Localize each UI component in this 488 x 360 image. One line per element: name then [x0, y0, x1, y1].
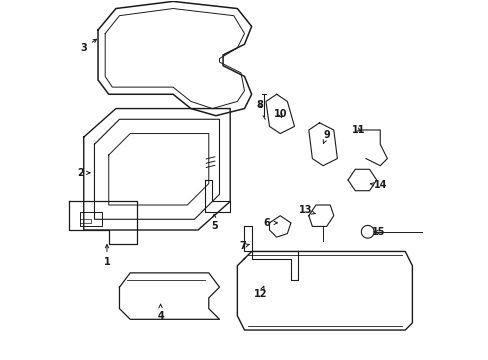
- Text: 9: 9: [323, 130, 329, 143]
- Text: 15: 15: [371, 227, 385, 237]
- Text: 1: 1: [103, 244, 110, 267]
- Text: 4: 4: [157, 304, 163, 321]
- Text: 13: 13: [298, 205, 314, 215]
- Text: 11: 11: [351, 125, 365, 135]
- Text: 7: 7: [239, 241, 248, 251]
- Text: 2: 2: [77, 168, 90, 178]
- Text: 12: 12: [253, 286, 267, 299]
- Text: 10: 10: [273, 109, 286, 119]
- Text: 8: 8: [256, 100, 263, 110]
- Text: 14: 14: [369, 180, 386, 190]
- Text: 5: 5: [210, 214, 217, 231]
- Text: 3: 3: [80, 39, 97, 53]
- Text: 6: 6: [263, 218, 277, 228]
